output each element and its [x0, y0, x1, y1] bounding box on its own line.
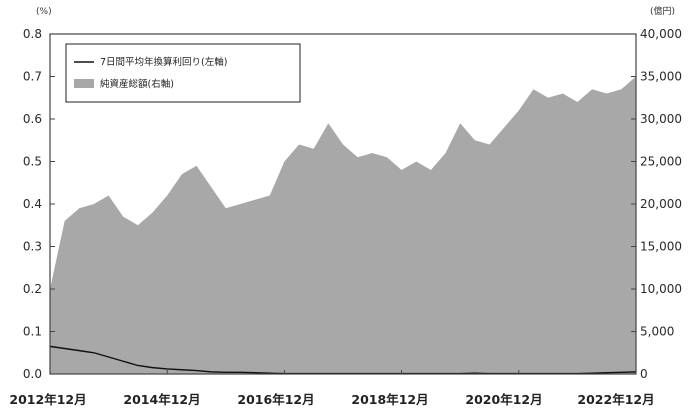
left-tick-label: 0.0	[23, 367, 42, 381]
right-tick-label: 20,000	[640, 197, 682, 211]
legend: 7日間平均年換算利回り(左軸) 純資産総額(右軸)	[65, 43, 301, 103]
x-tick-label: 2018年12月	[351, 392, 428, 407]
right-tick-label: 35,000	[640, 70, 682, 84]
left-tick-label: 0.2	[23, 282, 42, 296]
right-axis-unit: (億円)	[650, 5, 675, 17]
net-assets-area-layer	[50, 76, 636, 374]
x-tick-label: 2016年12月	[237, 392, 314, 407]
legend-label-yield: 7日間平均年換算利回り(左軸)	[100, 56, 227, 68]
left-tick-label: 0.3	[23, 240, 42, 254]
legend-label-assets: 純資産総額(右軸)	[100, 78, 174, 90]
left-tick-label: 0.8	[23, 27, 42, 41]
legend-box	[65, 43, 301, 103]
left-tick-label: 0.6	[23, 112, 42, 126]
legend-swatch-area	[74, 79, 94, 88]
left-axis: 0.0 0.1 0.2 0.3 0.4 0.5 0.6 0.7 0.8	[23, 27, 55, 381]
right-tick-label: 10,000	[640, 282, 682, 296]
x-tick-label: 2022年12月	[577, 392, 654, 407]
left-tick-label: 0.4	[23, 197, 42, 211]
left-tick-label: 0.1	[23, 325, 42, 339]
right-tick-label: 5,000	[640, 325, 674, 339]
left-tick-label: 0.7	[23, 70, 42, 84]
x-tick-label: 2014年12月	[123, 392, 200, 407]
right-tick-label: 15,000	[640, 240, 682, 254]
x-tick-label: 2012年12月	[9, 392, 86, 407]
right-tick-label: 25,000	[640, 155, 682, 169]
left-axis-unit: (%)	[36, 7, 52, 17]
x-tick-label: 2020年12月	[465, 392, 542, 407]
right-tick-label: 40,000	[640, 27, 682, 41]
right-axis: 0 5,000 10,000 15,000 20,000 25,000 30,000 35,0…	[631, 27, 682, 381]
right-tick-label: 0	[640, 367, 648, 381]
right-tick-label: 30,000	[640, 112, 682, 126]
series-area-net-assets	[50, 76, 636, 374]
left-tick-label: 0.5	[23, 155, 42, 169]
x-axis: 2012年12月 2014年12月 2016年12月 2018年12月 2020年12月…	[9, 370, 655, 407]
